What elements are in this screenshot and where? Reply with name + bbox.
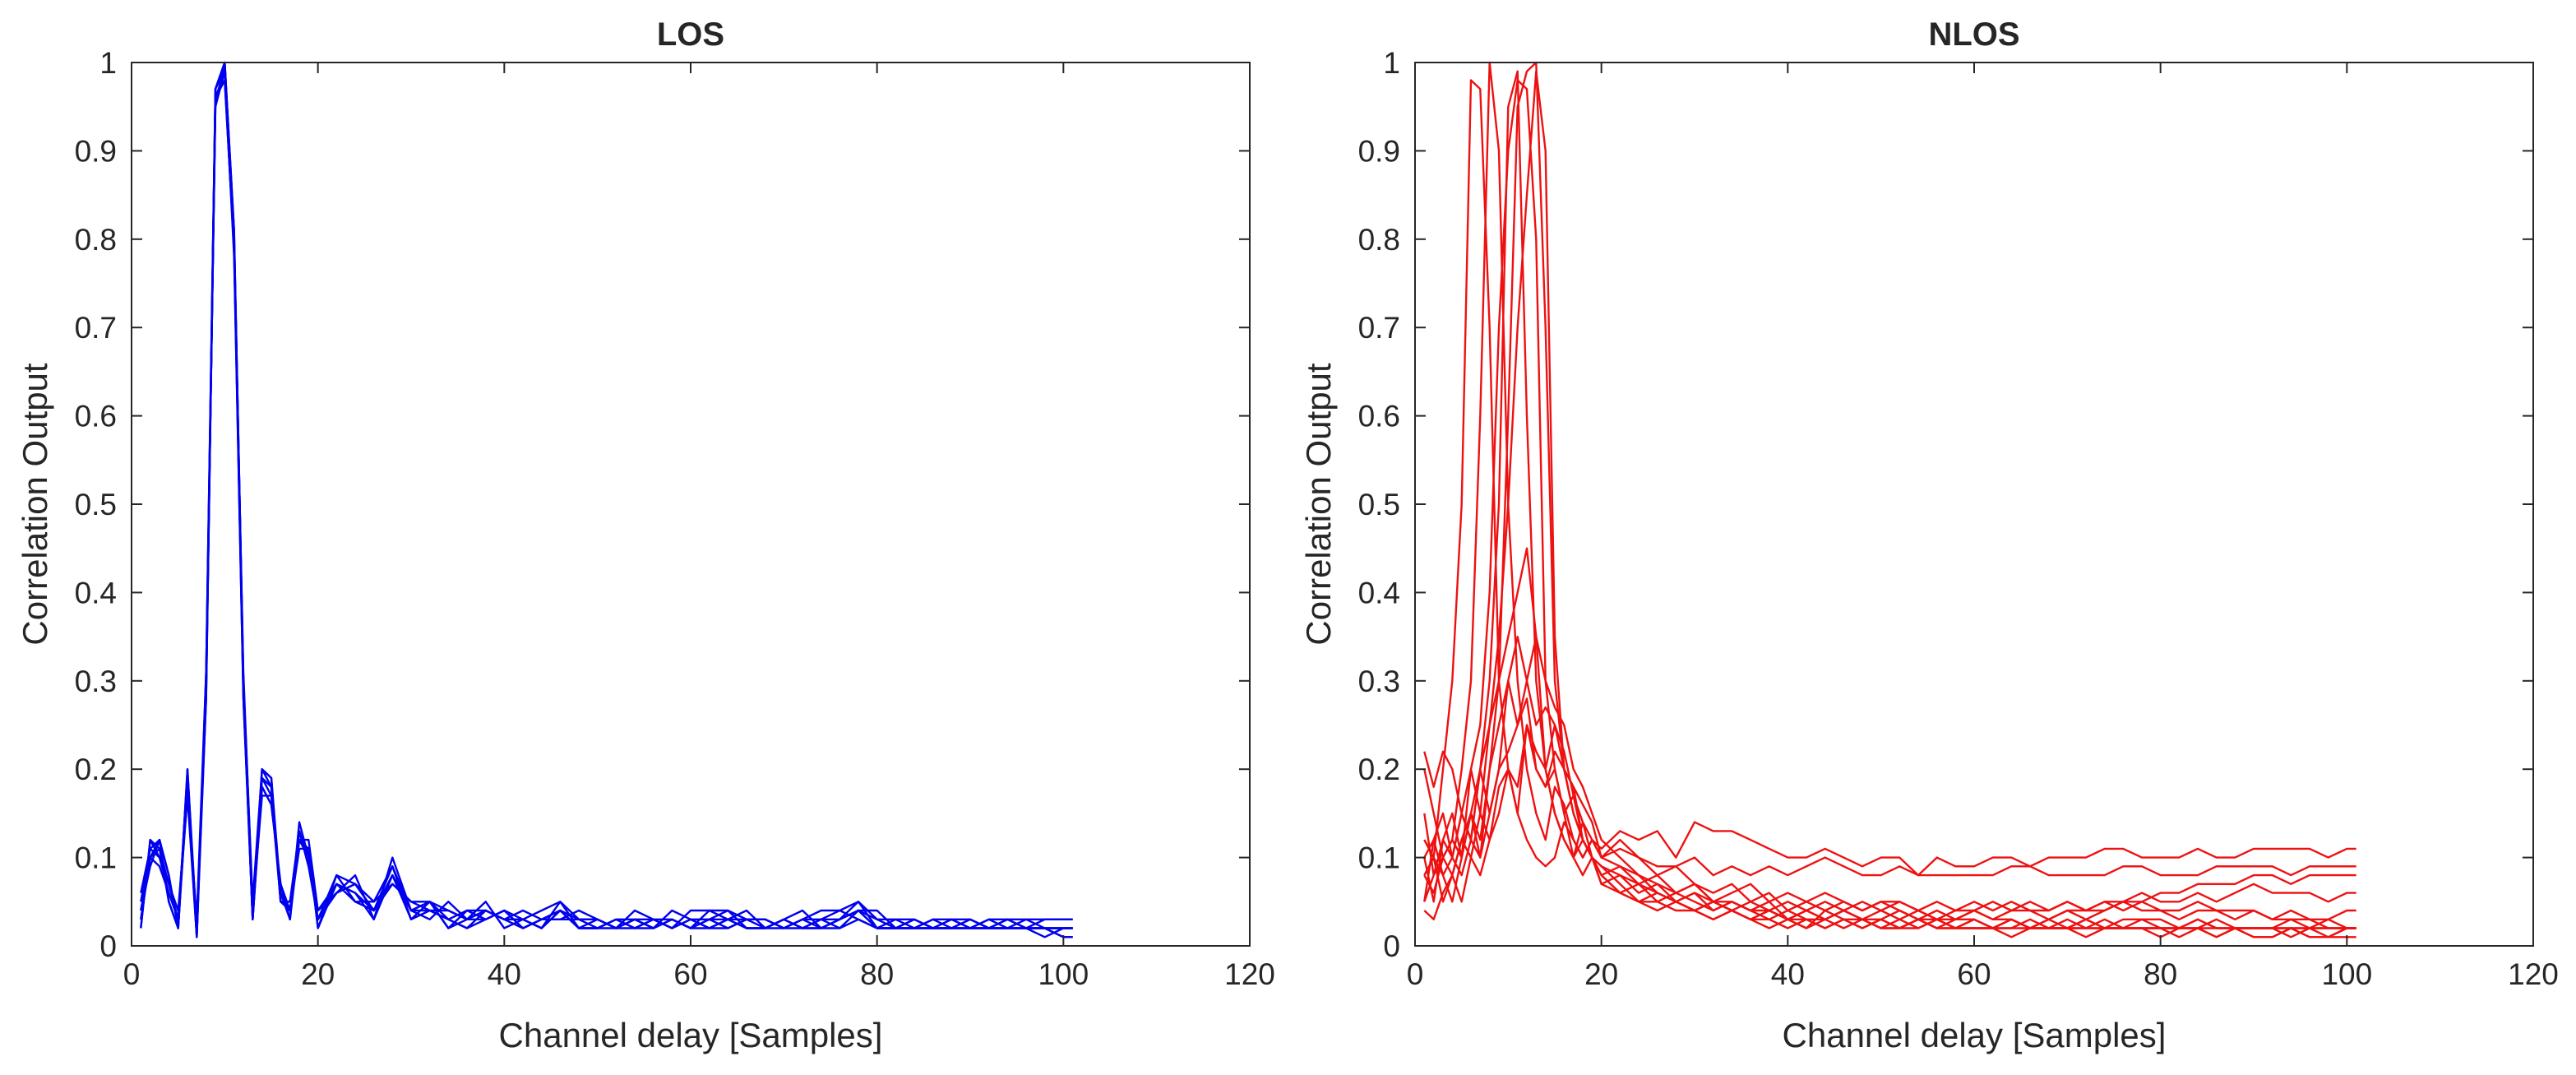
nlos-y-tick-label: 1 xyxy=(1383,46,1400,80)
nlos-x-tick-label: 60 xyxy=(1957,957,1991,991)
los-y-tick-label: 0.3 xyxy=(75,665,117,698)
nlos-y-tick-label: 0.1 xyxy=(1358,841,1400,875)
nlos-x-tick-label: 0 xyxy=(1407,957,1424,991)
nlos-series-line-9 xyxy=(1423,724,2356,938)
nlos-x-tick-label: 100 xyxy=(2321,957,2372,991)
nlos-y-tick-label: 0.4 xyxy=(1358,576,1400,609)
los-x-tick-label: 60 xyxy=(673,957,707,991)
nlos-ticks-layer: 0 20 40 60 80 100 120 0 0.1 0.2 0.3 0.4 0.5 0.6 0.7 0.8… xyxy=(1358,46,2559,991)
nlos-y-tick-label: 0.8 xyxy=(1358,223,1400,257)
los-series-line-8 xyxy=(140,70,1073,938)
nlos-series-line-2 xyxy=(1423,61,2356,877)
los-ticks-layer: 0 20 40 60 80 100 120 0 0.1 0.2 0.3 0.4 0.5 0.6 0.7 0.8… xyxy=(75,46,1275,991)
los-y-axis-label: Correlation Output xyxy=(16,363,54,646)
nlos-y-tick-label: 0.9 xyxy=(1358,134,1400,168)
nlos-panel: NLOS 0 20 40 60 80 100 12000.10.20.30.40.50.60… xyxy=(1299,16,2559,1054)
nlos-series-line-12 xyxy=(1423,724,2356,938)
nlos-y-tick-label: 0 xyxy=(1383,929,1400,963)
nlos-y-tick-label: 0.7 xyxy=(1358,311,1400,345)
los-y-tick-label: 0.6 xyxy=(75,400,117,433)
los-x-tick-label: 40 xyxy=(488,957,521,991)
nlos-y-tick-label: 0.3 xyxy=(1358,665,1400,698)
los-y-tick-label: 0 xyxy=(99,929,117,963)
los-y-tick-label: 1 xyxy=(99,46,117,80)
nlos-x-tick-label: 40 xyxy=(1771,957,1805,991)
los-x-tick-label: 80 xyxy=(860,957,894,991)
nlos-y-tick-label: 0.6 xyxy=(1358,400,1400,433)
los-x-tick-label: 100 xyxy=(1038,957,1089,991)
nlos-series-layer xyxy=(1423,61,2356,938)
los-chart-title: LOS xyxy=(657,16,724,53)
nlos-y-tick-label: 0.2 xyxy=(1358,753,1400,786)
los-x-tick-label: 0 xyxy=(123,957,141,991)
los-y-tick-label: 0.7 xyxy=(75,311,117,345)
nlos-x-tick-label: 120 xyxy=(2508,957,2559,991)
nlos-y-tick-label: 0.5 xyxy=(1358,488,1400,521)
nlos-x-tick-label: 80 xyxy=(2144,957,2177,991)
nlos-x-axis-label: Channel delay [Samples] xyxy=(1783,1016,2167,1054)
los-x-axis-label: Channel delay [Samples] xyxy=(499,1016,883,1054)
los-x-tick-label: 20 xyxy=(301,957,335,991)
los-y-tick-label: 0.1 xyxy=(75,841,117,875)
los-y-tick-label: 0.2 xyxy=(75,753,117,786)
los-panel: LOS 0 20 40 60 80 100 120 0 0.1 0.2 0.3 0.4 0.5 0.6 0.… xyxy=(16,16,1275,1054)
los-y-tick-label: 0.8 xyxy=(75,223,117,257)
nlos-x-tick-label: 20 xyxy=(1584,957,1618,991)
los-y-tick-label: 0.9 xyxy=(75,134,117,168)
los-x-tick-label: 120 xyxy=(1224,957,1275,991)
nlos-chart-title: NLOS xyxy=(1928,16,2019,53)
nlos-y-axis-label: Correlation Output xyxy=(1299,363,1338,646)
los-y-tick-label: 0.5 xyxy=(75,488,117,521)
los-y-tick-label: 0.4 xyxy=(75,576,117,609)
los-series-layer xyxy=(140,61,1073,938)
